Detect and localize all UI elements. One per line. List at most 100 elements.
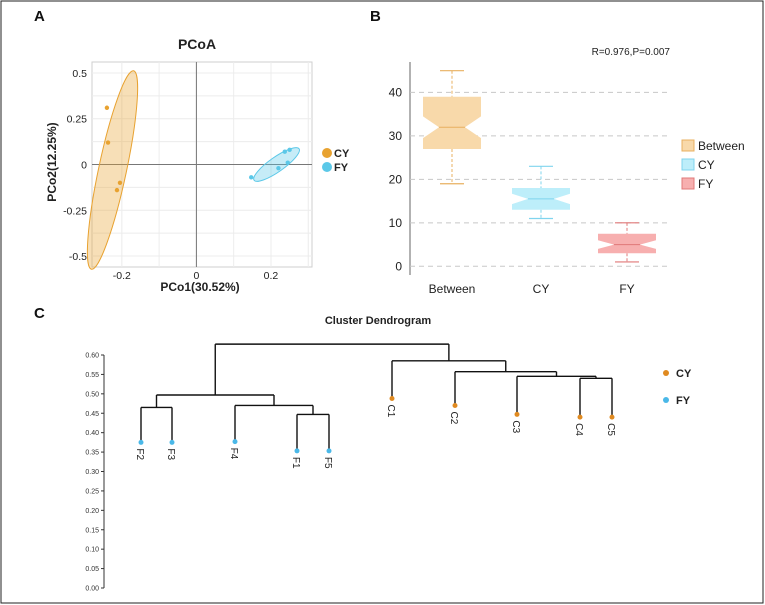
dendrogram-leaf-label-f3: F3 (165, 448, 176, 460)
pcoa-ellipses (86, 70, 300, 270)
pcoa-panel: PCoA -0.2 0 0.2 0.5 0.25 0 -0.25 -0.5 PCo1(30.5… (45, 36, 350, 294)
boxplot-boxes (423, 70, 656, 263)
dendrogram-leaf-label-c1: C1 (385, 404, 396, 417)
pcoa-ticks: -0.2 0 0.2 0.5 0.25 0 -0.25 -0.5 (63, 68, 278, 282)
pcoa-point-cy (114, 187, 120, 193)
pcoa-ellipse-cy (86, 70, 139, 270)
dendrogram-leaf-dot-c5 (609, 414, 615, 420)
dendrogram-legend-marker-fy (663, 397, 669, 403)
pcoa-point-cy (105, 140, 111, 145)
pcoa-title: PCoA (178, 36, 216, 52)
pcoa-y-tick-label: 0 (81, 160, 87, 172)
panel-letter-c: C (34, 305, 45, 322)
boxplot-legend-label-between: Between (698, 139, 745, 153)
pcoa-legend-marker-cy (322, 148, 332, 158)
pcoa-y-tick-label: 0.25 (67, 114, 88, 126)
dendrogram-y-tick-label: 0.40 (85, 430, 99, 437)
boxplot-legend-label-fy: FY (698, 177, 713, 191)
pcoa-point-cy (104, 105, 110, 110)
boxplot-stat-annotation: R=0.976,P=0.007 (592, 47, 671, 58)
pcoa-point-cy (117, 180, 123, 186)
boxplot-legend-swatch-fy (681, 177, 695, 190)
boxplot-legend-swatch-cy (681, 158, 695, 171)
dendrogram-y-axis: 0.60 0.55 0.50 0.45 0.40 0.35 0.30 0.25 0.20 0.15… (85, 353, 105, 593)
dendrogram-leaf-label-c4: C4 (573, 423, 584, 436)
dendrogram-legend-label-cy: CY (676, 368, 692, 380)
dendrogram-links (140, 343, 613, 451)
boxplot-y-tick-label: 40 (389, 85, 403, 99)
pcoa-point-fy (285, 160, 290, 165)
dendrogram-leaf-label-c2: C2 (448, 411, 459, 424)
pcoa-point-fy (287, 147, 292, 153)
boxplot-y-tick-label: 30 (389, 129, 403, 143)
pcoa-point-fy (276, 165, 281, 171)
boxplot-legend: Between CY FY (681, 139, 745, 191)
dendrogram-legend-marker-cy (663, 370, 669, 376)
pcoa-point-fy (249, 175, 254, 180)
dendrogram-leaf-dot-c4 (577, 414, 583, 420)
dendrogram-y-tick-label: 0.30 (85, 469, 99, 476)
dendrogram-leaf-dot-f3 (169, 439, 175, 445)
dendrogram-y-tick-label: 0.05 (85, 566, 99, 573)
boxplot-y-tick-label: 20 (389, 172, 403, 186)
boxplot-y-tick-label: 0 (395, 259, 402, 273)
dendrogram-y-tick-label: 0.10 (85, 547, 99, 554)
dendrogram-leaves: F2 F3 F4 F1 F5 C1 C2 C3 C4 C5 (134, 395, 616, 469)
dendrogram-leaf-dot-c2 (452, 402, 458, 408)
dendrogram-y-tick-label: 0.20 (85, 508, 99, 515)
pcoa-y-tick-label: 0.5 (72, 68, 87, 80)
dendrogram-leaf-label-c3: C3 (510, 420, 521, 433)
dendrogram-leaf-label-c5: C5 (605, 423, 616, 436)
pcoa-points (104, 105, 292, 193)
pcoa-x-axis-title: PCo1(30.52%) (160, 280, 239, 294)
boxplot-y-tick-label: 10 (389, 216, 403, 230)
dendrogram-y-tick-label: 0.00 (85, 586, 99, 593)
dendrogram-y-tick-label: 0.25 (85, 488, 99, 495)
panel-letter-a: A (34, 8, 45, 25)
boxplot-ticks: 0 10 20 30 40 Between CY FY (389, 85, 635, 296)
dendrogram-y-tick-label: 0.35 (85, 450, 99, 457)
pcoa-legend-label-fy: FY (334, 162, 349, 174)
dendrogram-panel: Cluster Dendrogram 0.600.550.500.450.400… (85, 315, 692, 593)
pcoa-y-axis-title: PCo2(12.25%) (45, 122, 59, 201)
panel-letter-b: B (370, 8, 381, 25)
boxplot-x-tick-label: FY (619, 282, 634, 296)
dendrogram-y-tick-label: 0.50 (85, 391, 99, 398)
pcoa-legend-marker-fy (322, 162, 332, 172)
pcoa-y-tick-label: -0.25 (63, 205, 87, 217)
boxplot-x-tick-label: Between (429, 282, 476, 296)
dendrogram-leaf-dot-f5 (326, 448, 332, 454)
dendrogram-y-tick-label: 0.15 (85, 527, 99, 534)
dendrogram-leaf-dot-c3 (514, 411, 520, 417)
pcoa-x-tick-label: 0.2 (264, 270, 279, 282)
boxplot-panel: R=0.976,P=0.007 0 10 20 30 40 Between CY FY Bet… (389, 47, 745, 296)
dendrogram-leaf-label-f4: F4 (228, 448, 239, 460)
dendrogram-y-tick-label: 0.60 (85, 353, 99, 360)
dendrogram-leaf-label-f1: F1 (290, 457, 301, 469)
pcoa-legend-label-cy: CY (334, 148, 350, 160)
pcoa-ellipse-fy (253, 147, 300, 182)
dendrogram-legend: CY FY (663, 368, 692, 407)
dendrogram-y-tick-label: 0.45 (85, 411, 99, 418)
dendrogram-leaf-label-f2: F2 (134, 448, 145, 460)
dendrogram-leaf-label-f5: F5 (322, 457, 333, 469)
pcoa-x-tick-label: -0.2 (113, 270, 131, 282)
pcoa-grid (91, 61, 313, 268)
dendrogram-leaf-dot-f1 (294, 448, 300, 454)
boxplot-box-fy (598, 233, 656, 254)
pcoa-y-tick-label: -0.5 (69, 251, 87, 263)
dendrogram-legend-label-fy: FY (676, 395, 691, 407)
pcoa-point-fy (282, 149, 287, 154)
boxplot-box-between (423, 96, 481, 149)
dendrogram-leaf-dot-f4 (232, 439, 238, 445)
pcoa-x-tick-label: 0 (193, 270, 199, 282)
dendrogram-y-tick-label: 0.55 (85, 372, 99, 379)
boxplot-x-tick-label: CY (533, 282, 550, 296)
pcoa-legend: CY FY (322, 148, 350, 174)
dendrogram-leaf-dot-f2 (138, 439, 144, 445)
boxplot-legend-swatch-between (681, 139, 695, 152)
dendrogram-title: Cluster Dendrogram (325, 315, 432, 327)
boxplot-legend-label-cy: CY (698, 158, 715, 172)
